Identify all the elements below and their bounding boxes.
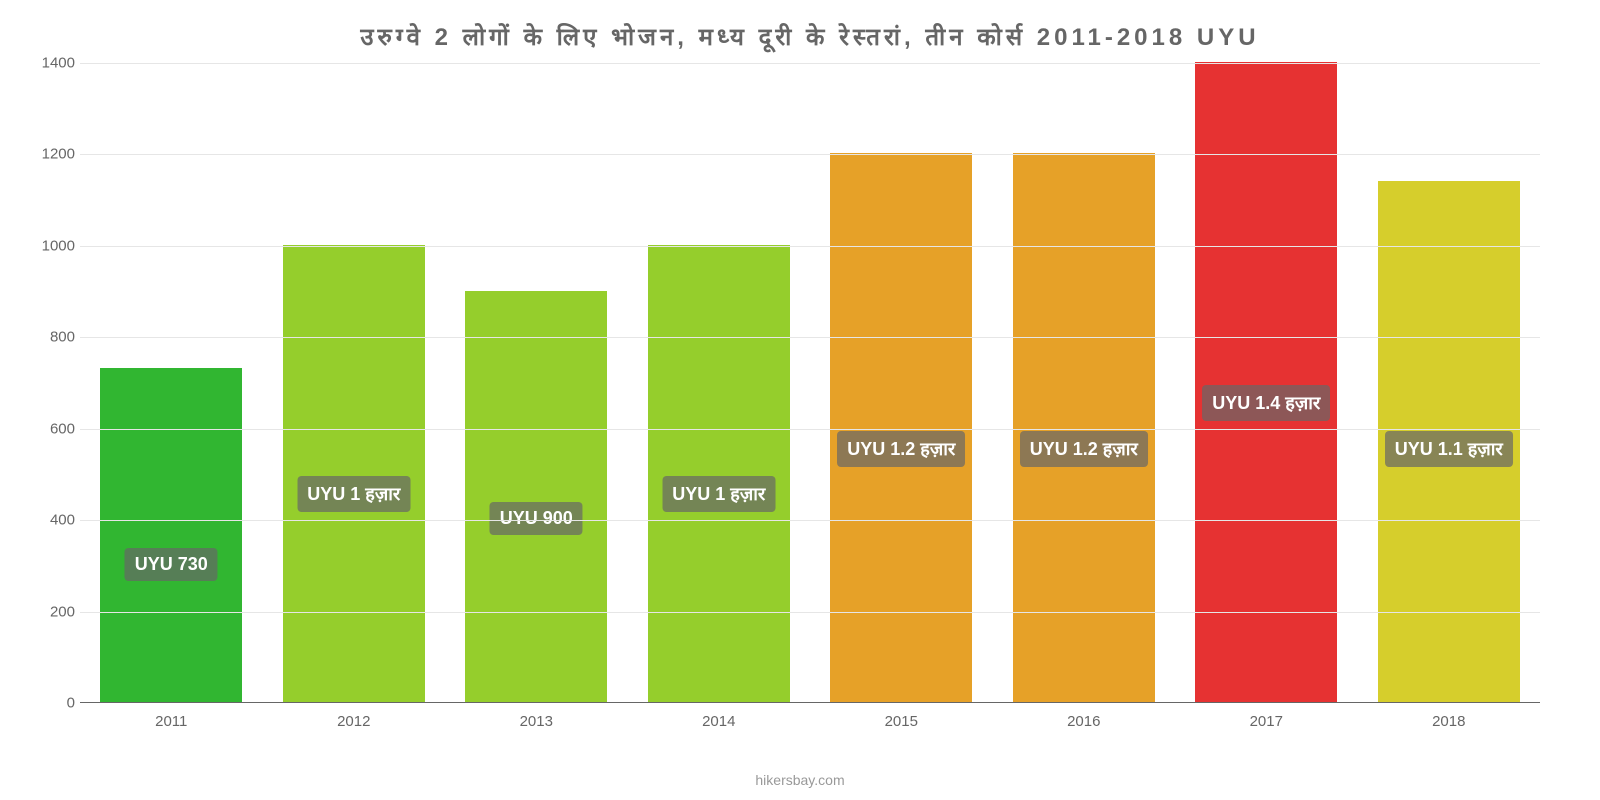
y-tick-label: 1400 xyxy=(30,55,75,72)
bar: UYU 900 xyxy=(465,291,607,702)
bar: UYU 1 हज़ार xyxy=(283,245,425,702)
bar-slot: UYU 1.4 हज़ार2017 xyxy=(1175,63,1358,702)
chart-container: उरुग्वे 2 लोगों के लिए भोजन, मध्य दूरी क… xyxy=(0,0,1600,800)
gridline xyxy=(80,520,1540,521)
bar: UYU 730 xyxy=(100,368,242,702)
bar-slot: UYU 7302011 xyxy=(80,63,263,702)
gridline xyxy=(80,246,1540,247)
bar-value-label: UYU 1 हज़ार xyxy=(662,476,775,512)
x-tick-label: 2014 xyxy=(702,713,735,730)
bar-value-label: UYU 1 हज़ार xyxy=(297,476,410,512)
bar: UYU 1 हज़ार xyxy=(648,245,790,702)
y-tick-label: 800 xyxy=(30,329,75,346)
attribution-text: hikersbay.com xyxy=(755,772,844,788)
bar-value-label: UYU 730 xyxy=(125,548,218,581)
gridline xyxy=(80,612,1540,613)
chart-title: उरुग्वे 2 लोगों के लिए भोजन, मध्य दूरी क… xyxy=(80,20,1540,53)
bar-slot: UYU 9002013 xyxy=(445,63,628,702)
bars-group: UYU 7302011UYU 1 हज़ार2012UYU 9002013UYU… xyxy=(80,63,1540,702)
bar-value-label: UYU 1.2 हज़ार xyxy=(837,431,965,467)
gridline xyxy=(80,154,1540,155)
x-tick-label: 2012 xyxy=(337,713,370,730)
plot-area: UYU 7302011UYU 1 हज़ार2012UYU 9002013UYU… xyxy=(80,63,1540,703)
x-tick-label: 2016 xyxy=(1067,713,1100,730)
bar-slot: UYU 1 हज़ार2012 xyxy=(263,63,446,702)
x-tick-label: 2015 xyxy=(885,713,918,730)
x-tick-label: 2013 xyxy=(520,713,553,730)
bar-slot: UYU 1.2 हज़ार2016 xyxy=(993,63,1176,702)
y-tick-label: 200 xyxy=(30,603,75,620)
x-tick-label: 2018 xyxy=(1432,713,1465,730)
bar-value-label: UYU 1.2 हज़ार xyxy=(1020,431,1148,467)
gridline xyxy=(80,63,1540,64)
bar-value-label: UYU 1.1 हज़ार xyxy=(1385,431,1513,467)
gridline xyxy=(80,337,1540,338)
bar: UYU 1.1 हज़ार xyxy=(1378,181,1520,702)
bar-value-label: UYU 900 xyxy=(490,502,583,535)
y-tick-label: 0 xyxy=(30,695,75,712)
bar-value-label: UYU 1.4 हज़ार xyxy=(1202,385,1330,421)
bar: UYU 1.4 हज़ार xyxy=(1195,62,1337,702)
y-tick-label: 600 xyxy=(30,420,75,437)
x-tick-label: 2017 xyxy=(1250,713,1283,730)
x-tick-label: 2011 xyxy=(155,713,187,730)
y-tick-label: 400 xyxy=(30,512,75,529)
bar-slot: UYU 1.1 हज़ार2018 xyxy=(1358,63,1541,702)
y-tick-label: 1200 xyxy=(30,146,75,163)
y-tick-label: 1000 xyxy=(30,237,75,254)
gridline xyxy=(80,429,1540,430)
bar-slot: UYU 1 हज़ार2014 xyxy=(628,63,811,702)
bar-slot: UYU 1.2 हज़ार2015 xyxy=(810,63,993,702)
